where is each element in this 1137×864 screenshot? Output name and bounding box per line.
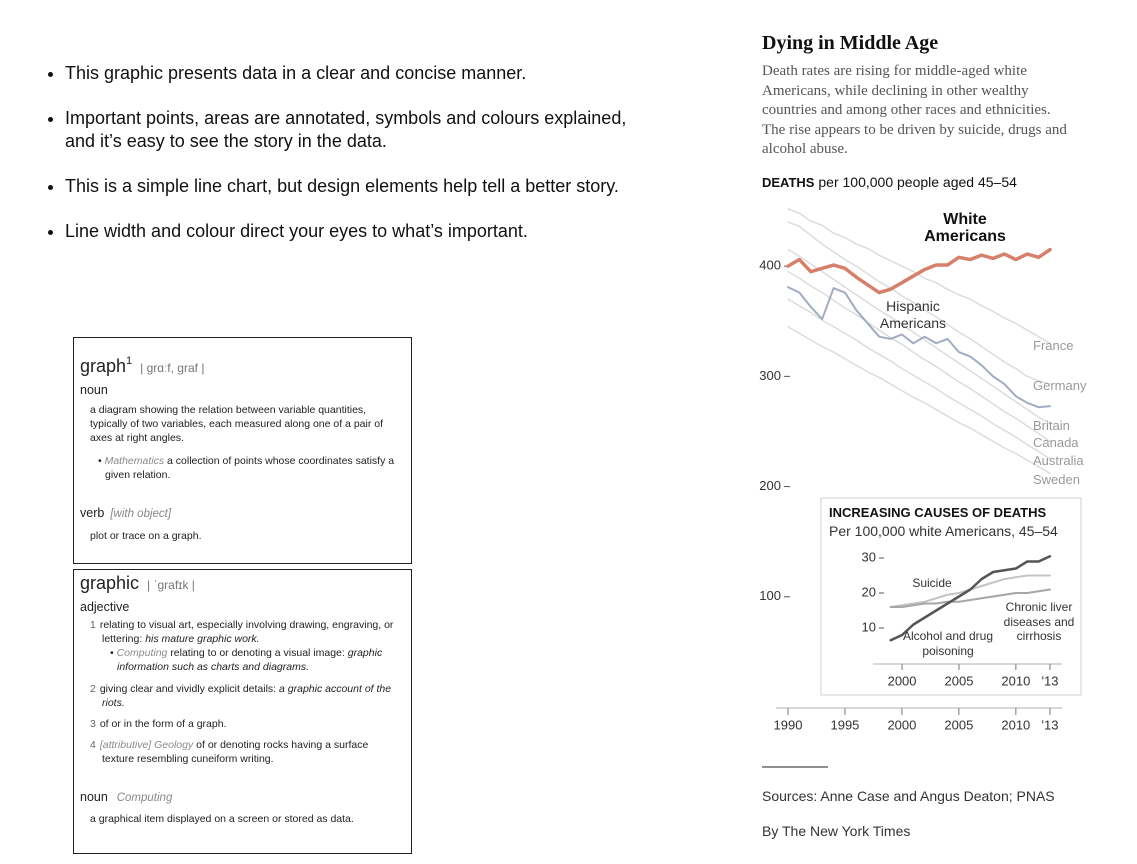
chart-title: Dying in Middle Age xyxy=(762,32,939,54)
example: a graphic account of the riots. xyxy=(102,683,392,709)
dictionary-entry: graph1 | grɑːf, graf | noun a diagram sho… xyxy=(73,337,412,564)
x-tick-label: 1990 xyxy=(774,717,803,732)
pronunciation: | grɑːf, graf | xyxy=(140,361,205,375)
series-label: Australia xyxy=(1033,453,1084,468)
sense-text: giving clear and vividly explicit detail… xyxy=(99,683,277,695)
x-tick-label: 2000 xyxy=(887,717,916,732)
dictionary-entry: graphic | ˈgrafɪk | adjective 1 relating t… xyxy=(73,569,412,854)
bullet: This is a simple line chart, but design … xyxy=(65,175,645,198)
sense-text: of or in the form of a graph. xyxy=(99,718,227,730)
y-tick-label: 100 xyxy=(759,588,781,603)
sense-number: 2 xyxy=(90,683,96,695)
example: his mature graphic work. xyxy=(145,633,260,645)
series-label: Canada xyxy=(1033,435,1079,450)
superscript: 1 xyxy=(126,355,133,367)
domain: Computing xyxy=(116,792,173,804)
series-line xyxy=(787,248,1051,425)
byline: By The New York Times xyxy=(762,823,911,839)
series-label: Alcohol and drug poisoning xyxy=(902,629,994,658)
x-tick-label: 2005 xyxy=(944,717,973,732)
series-line xyxy=(787,326,1051,475)
series-label: Chronic liver diseases and cirrhosis xyxy=(1003,600,1075,643)
grammar: [attributive] xyxy=(99,739,152,751)
x-tick-label: 2010 xyxy=(1001,717,1030,732)
sub-sense: • Mathematics a collection of points who… xyxy=(98,455,395,481)
sub-definition: relating to or denoting a visual image: xyxy=(170,647,345,659)
series-label: White Americans xyxy=(924,211,1006,245)
domain: Mathematics xyxy=(104,455,165,467)
series-line xyxy=(787,298,1051,460)
sub-definition: a collection of points whose coordinates… xyxy=(105,455,395,481)
series-label: Britain xyxy=(1033,418,1070,433)
y-tick-label: 30 xyxy=(862,549,876,564)
definition: a graphical item displayed on a screen o… xyxy=(90,813,354,825)
domain: Geology xyxy=(154,739,194,751)
sense-number: 3 xyxy=(90,718,96,730)
sense-number: 1 xyxy=(90,619,96,631)
sense-text: relating to visual art, especially invol… xyxy=(99,619,394,645)
headword: graphic xyxy=(80,573,140,593)
chart-subtitle: Death rates are rising for middle-aged w… xyxy=(762,63,1067,157)
domain: Computing xyxy=(116,647,168,659)
bullet-list: This graphic presents data in a clear an… xyxy=(48,62,645,265)
x-tick-label: 1995 xyxy=(830,717,859,732)
series-line xyxy=(787,221,1051,385)
sense-text: of or denoting rocks having a surface te… xyxy=(102,739,369,765)
grammar: [with object] xyxy=(110,508,172,520)
definition: a diagram showing the relation between v… xyxy=(90,404,384,444)
y-tick-label: 300 xyxy=(759,368,781,383)
y-tick-label: 20 xyxy=(862,584,876,599)
x-tick-label: 2005 xyxy=(945,673,974,688)
pronunciation: | ˈgrafɪk | xyxy=(147,578,195,592)
bullet: Line width and colour direct your eyes t… xyxy=(65,220,645,243)
sense: 4 [attributive] Geology of or denoting ro… xyxy=(90,738,403,766)
part-of-speech: noun xyxy=(80,383,108,397)
series-label: Sweden xyxy=(1033,472,1080,487)
axis-title-bold: DEATHS xyxy=(762,175,815,190)
axis-title: DEATHS per 100,000 people aged 45–54 xyxy=(762,174,1017,190)
series-label: Suicide xyxy=(912,576,952,590)
axis-title-text: per 100,000 people aged 45–54 xyxy=(818,174,1017,190)
bullet: Important points, areas are annotated, s… xyxy=(65,107,645,153)
source: Sources: Anne Case and Angus Deaton; PNA… xyxy=(762,788,1055,804)
definition: plot or trace on a graph. xyxy=(90,530,202,542)
series-line xyxy=(889,555,1052,642)
series-line xyxy=(889,588,1051,608)
series-line xyxy=(787,270,1051,443)
y-tick-label: 10 xyxy=(862,619,876,634)
bullet: This graphic presents data in a clear an… xyxy=(65,62,645,85)
series-label: France xyxy=(1033,338,1074,353)
series-line xyxy=(786,247,1052,295)
part-of-speech: noun xyxy=(80,790,108,804)
sub-sense: • Computing relating to or denoting a vi… xyxy=(110,647,383,673)
inset-title: INCREASING CAUSES OF DEATHS xyxy=(829,505,1047,520)
series-label: Germany xyxy=(1033,378,1087,393)
part-of-speech: verb xyxy=(80,506,105,520)
inset-subtitle: Per 100,000 white Americans, 45–54 xyxy=(829,523,1058,539)
x-tick-label: '13 xyxy=(1042,673,1059,688)
part-of-speech: adjective xyxy=(80,600,130,614)
sense: 3 of or in the form of a graph. xyxy=(90,717,403,731)
sense-number: 4 xyxy=(90,739,96,751)
example: graphic information such as charts and d… xyxy=(117,647,383,673)
inset-frame xyxy=(820,497,1082,696)
series-line xyxy=(787,208,1051,345)
x-tick-label: 2010 xyxy=(1001,673,1030,688)
x-tick-label: '13 xyxy=(1042,717,1059,732)
series-label: Hispanic Americans xyxy=(879,298,947,331)
sense: 1 relating to visual art, especially invo… xyxy=(90,618,403,646)
y-tick-label: 200 xyxy=(759,478,781,493)
x-tick-label: 2000 xyxy=(888,673,917,688)
headword: graph xyxy=(80,356,127,376)
series-line xyxy=(787,286,1051,409)
sense: 2 giving clear and vividly explicit detai… xyxy=(90,682,403,710)
y-tick-label: 400 xyxy=(759,258,781,273)
